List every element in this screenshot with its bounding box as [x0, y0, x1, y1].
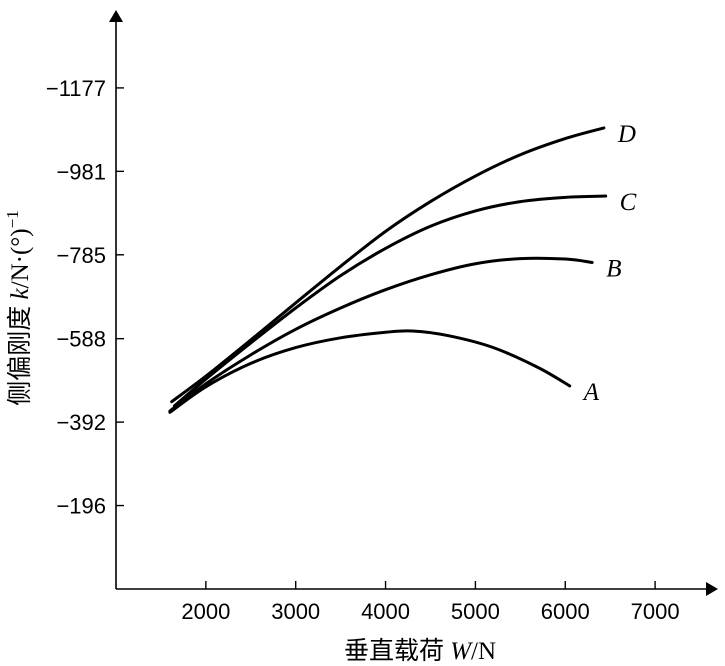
y-axis-title-unit: /N·(°)	[7, 228, 34, 288]
x-axis-title-prefix: 垂直载荷	[344, 637, 450, 665]
x-tick-label: 4000	[361, 599, 410, 624]
series-line-d	[170, 126, 606, 404]
y-tick-label: −785	[56, 243, 106, 268]
x-tick-label: 7000	[631, 599, 680, 624]
series-line-b	[168, 256, 594, 413]
y-tick-label: −392	[56, 410, 106, 435]
y-axis-title-prefix: 侧偏刚度	[6, 299, 34, 405]
y-tick-label: −1177	[46, 76, 106, 101]
series-labels: A B C D	[582, 121, 637, 406]
series-line-a	[168, 329, 572, 414]
x-tick-label: 5000	[451, 599, 500, 624]
series-label-b: B	[606, 255, 621, 282]
x-tick-label: 2000	[181, 599, 230, 624]
y-axis-title: 侧偏刚度 k/N·(°)−1	[3, 210, 34, 405]
ticks: 2000 3000 4000 5000 6000 7000 −196 −392 −588 −785…	[46, 76, 680, 624]
series-label-c: C	[620, 189, 637, 216]
x-axis-title-unit: /N	[471, 638, 496, 665]
y-tick-label: −196	[56, 494, 106, 519]
series-label-d: D	[617, 121, 636, 148]
axes	[109, 10, 718, 596]
x-tick-label: 6000	[541, 599, 590, 624]
y-tick-label: −588	[56, 327, 106, 352]
series-lines	[168, 126, 608, 414]
y-tick-label: −981	[56, 159, 106, 184]
series-label-a: A	[582, 379, 600, 406]
x-axis-title: 垂直载荷 W/N	[344, 637, 496, 665]
y-axis-title-var: k	[7, 287, 34, 299]
series-line-c	[172, 194, 608, 408]
x-axis-title-var: W	[450, 638, 473, 665]
y-axis-title-sup: −1	[3, 210, 22, 228]
x-tick-label: 3000	[271, 599, 320, 624]
